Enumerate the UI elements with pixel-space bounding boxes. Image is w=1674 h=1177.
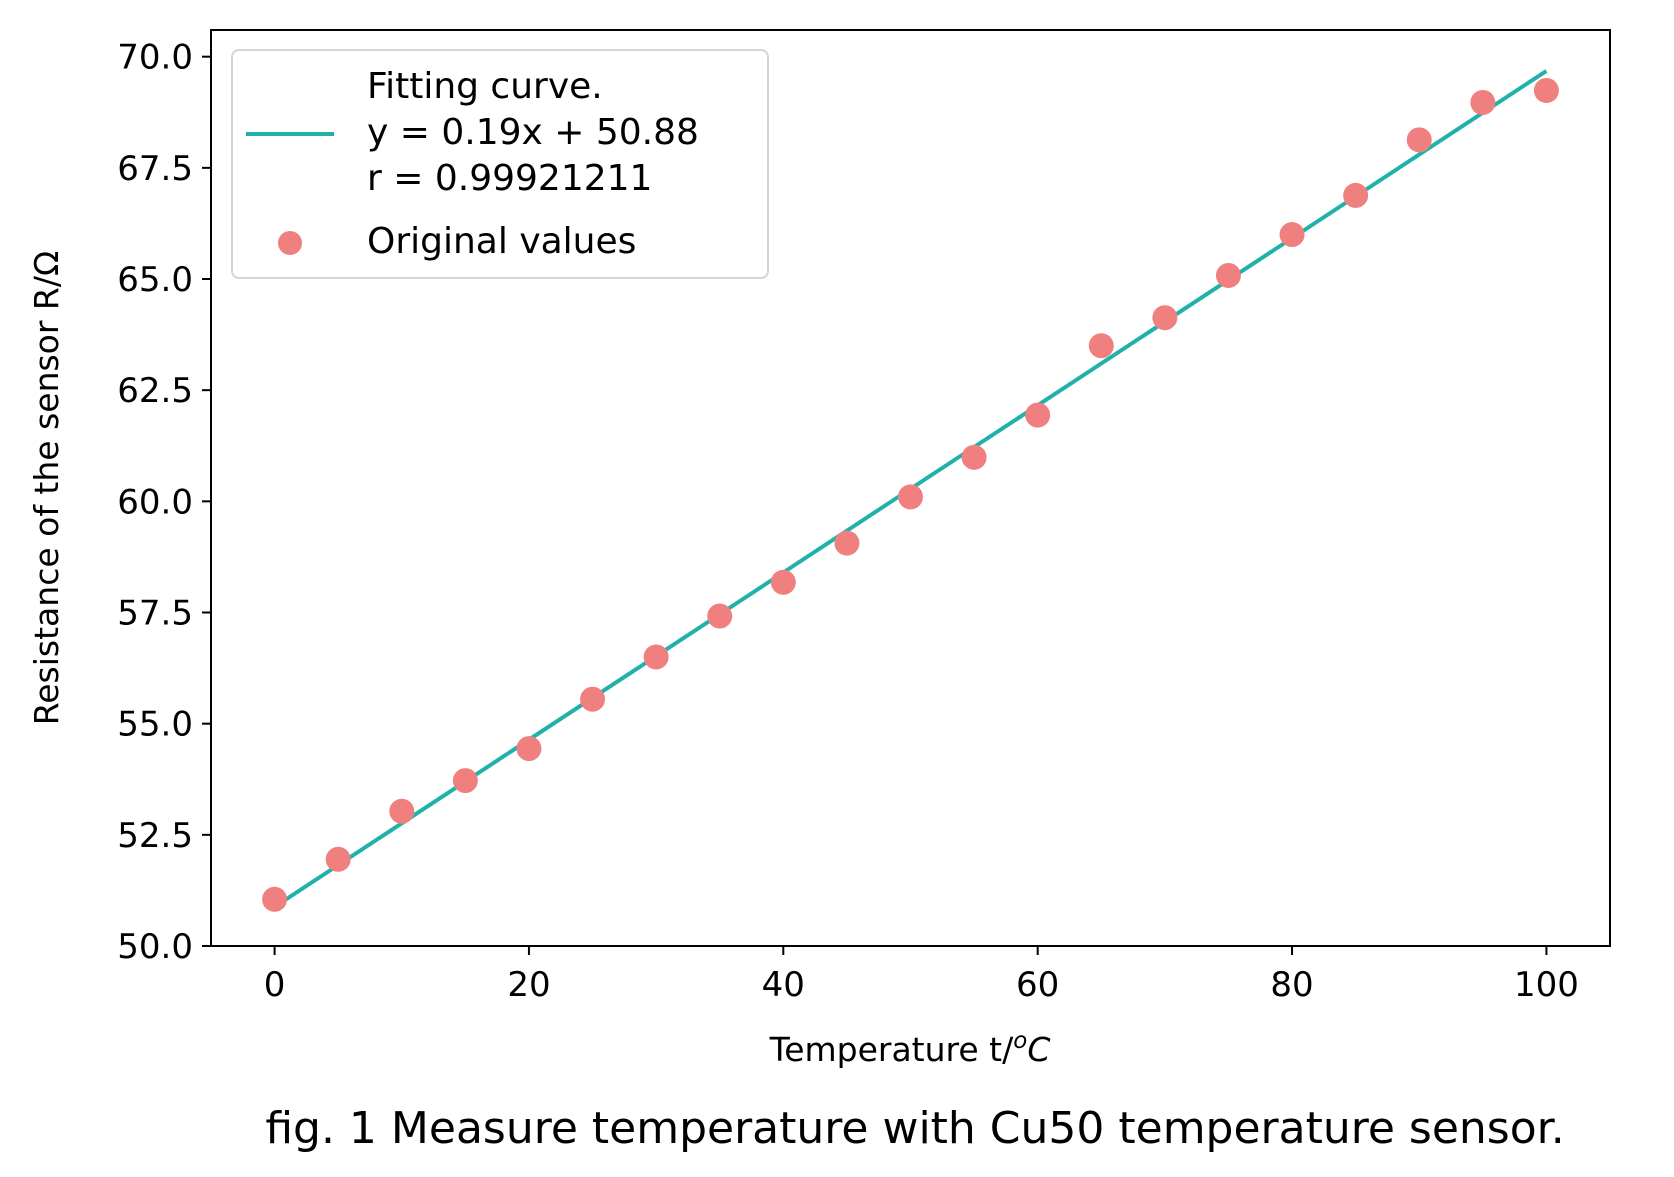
y-tick-label: 57.5 (117, 594, 193, 634)
data-point (580, 686, 606, 712)
data-point (262, 886, 288, 912)
y-tick-label: 55.0 (117, 705, 193, 745)
legend-scatter-label: Original values (367, 221, 636, 262)
legend-box (231, 49, 769, 279)
data-point (1215, 262, 1241, 288)
x-tick-label: 40 (762, 965, 805, 1005)
x-axis-ticks: 0 20 40 60 80 100 (264, 946, 1579, 1005)
x-tick-label: 100 (1514, 965, 1579, 1005)
data-point (643, 644, 669, 670)
data-point (1152, 305, 1178, 331)
y-tick-label: 52.5 (117, 816, 193, 856)
legend-scatter-swatch (278, 231, 302, 255)
data-point (325, 846, 351, 872)
y-tick-label: 65.0 (117, 260, 193, 300)
data-point (834, 530, 860, 556)
data-point (1343, 182, 1369, 208)
legend-fit-label-line-1: Fitting curve. (367, 66, 603, 107)
data-point (389, 798, 415, 824)
y-tick-label: 60.0 (117, 482, 193, 522)
data-point (1025, 402, 1051, 428)
data-point (1406, 127, 1432, 153)
y-tick-label: 70.0 (117, 38, 193, 78)
data-point (1279, 222, 1305, 248)
points-layer (262, 77, 1559, 912)
data-point (898, 484, 923, 510)
data-point (770, 569, 796, 595)
figure-caption: fig. 1 Measure temperature with Cu50 tem… (265, 1103, 1564, 1154)
data-point (516, 736, 542, 762)
x-tick-label: 20 (507, 965, 550, 1005)
y-axis-ticks: 50.0 52.5 55.0 57.5 60.0 62.5 65.0 67.5 70.0 (117, 38, 211, 967)
data-point (1088, 333, 1114, 359)
y-tick-label: 50.0 (117, 927, 193, 967)
data-point (452, 768, 478, 794)
y-tick-label: 67.5 (117, 149, 193, 189)
legend: Fitting curve. y = 0.19x + 50.88 r = 0.9… (231, 49, 769, 279)
y-axis-label: Resistance of the sensor R/Ω (27, 251, 66, 725)
data-point (707, 603, 733, 629)
x-tick-label: 0 (264, 965, 286, 1005)
data-point (961, 444, 987, 470)
legend-fit-label-line-3: r = 0.99921211 (367, 158, 652, 199)
data-point (1533, 77, 1559, 103)
plot-frame (210, 29, 1611, 947)
x-tick-label: 80 (1270, 965, 1313, 1005)
x-axis-label: Temperature t/oC (769, 1028, 1051, 1069)
legend-fit-label-line-2: y = 0.19x + 50.88 (367, 112, 699, 153)
y-tick-label: 62.5 (117, 371, 193, 411)
x-tick-label: 60 (1016, 965, 1059, 1005)
data-point (1470, 89, 1496, 115)
